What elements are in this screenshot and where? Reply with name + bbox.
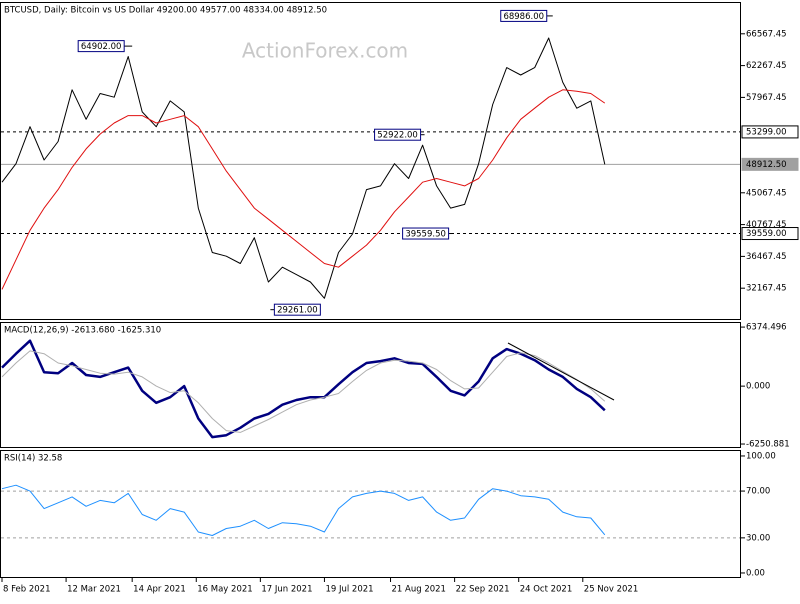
series-line <box>1 339 606 439</box>
y-tick-label: 30.00 <box>746 533 770 543</box>
panel-frame <box>0 322 741 448</box>
level-label: 48912.50 <box>746 160 787 170</box>
y-tick-label: 57967.45 <box>746 93 787 103</box>
panel-title: BTCUSD, Daily: Bitcoin vs US Dollar 4920… <box>4 6 327 16</box>
y-tick-label: 70.00 <box>746 487 770 497</box>
annotation-label: 68986.00 <box>503 12 544 22</box>
x-tick-label: 25 Nov 2021 <box>584 585 638 595</box>
series-line <box>1 89 606 290</box>
panel-title: MACD(12,26,9) -2613.680 -1625.310 <box>4 326 161 336</box>
x-tick-label: 21 Aug 2021 <box>392 585 446 595</box>
y-tick-label: 36467.45 <box>746 252 787 262</box>
annotation-box <box>402 227 450 240</box>
y-tick-label: 66567.45 <box>746 29 787 39</box>
y-tick-label: 0.00 <box>746 568 765 578</box>
x-tick-label: 19 Jul 2021 <box>325 585 373 595</box>
annotation-box <box>273 303 321 316</box>
level-label: 39559.00 <box>746 229 787 239</box>
x-tick-label: 22 Sep 2021 <box>456 585 510 595</box>
annotation-label: 64902.00 <box>81 42 122 52</box>
annotation-label: 29261.00 <box>277 306 318 316</box>
series-line <box>1 350 606 433</box>
level-label-box <box>741 157 799 171</box>
x-tick-label: 24 Oct 2021 <box>520 585 573 595</box>
panel-frame <box>0 450 741 578</box>
watermark: ActionForex.com <box>242 39 408 63</box>
annotation-label: 39559.50 <box>405 230 446 240</box>
x-tick-label: 17 Jun 2021 <box>261 585 312 595</box>
y-tick-label: 100.00 <box>746 451 776 461</box>
series-line <box>1 484 606 536</box>
y-tick-label: 62267.45 <box>746 61 787 71</box>
y-tick-label: 40767.45 <box>746 220 787 230</box>
level-label: 53299.00 <box>746 127 787 137</box>
annotation-box <box>77 40 125 53</box>
y-tick-label: 45067.45 <box>746 188 787 198</box>
level-label-box <box>741 227 799 241</box>
trend-line <box>507 342 615 401</box>
x-tick-label: 14 Apr 2021 <box>133 585 186 595</box>
x-tick-label: 12 Mar 2021 <box>67 585 121 595</box>
x-tick-label: 8 Feb 2021 <box>3 585 51 595</box>
panel-frame <box>0 2 741 320</box>
y-tick-label: -6250.881 <box>746 440 790 450</box>
y-tick-label: 32167.45 <box>746 284 787 294</box>
x-tick-label: 16 May 2021 <box>197 585 252 595</box>
annotation-box <box>500 9 548 22</box>
level-label-box <box>741 125 799 139</box>
series-line <box>1 37 606 299</box>
y-tick-label: 6374.496 <box>746 323 787 333</box>
y-tick-label: 0.000 <box>746 382 770 392</box>
panel-title: RSI(14) 32.58 <box>4 454 62 464</box>
annotation-label: 52922.00 <box>377 131 418 141</box>
annotation-box <box>374 128 422 141</box>
